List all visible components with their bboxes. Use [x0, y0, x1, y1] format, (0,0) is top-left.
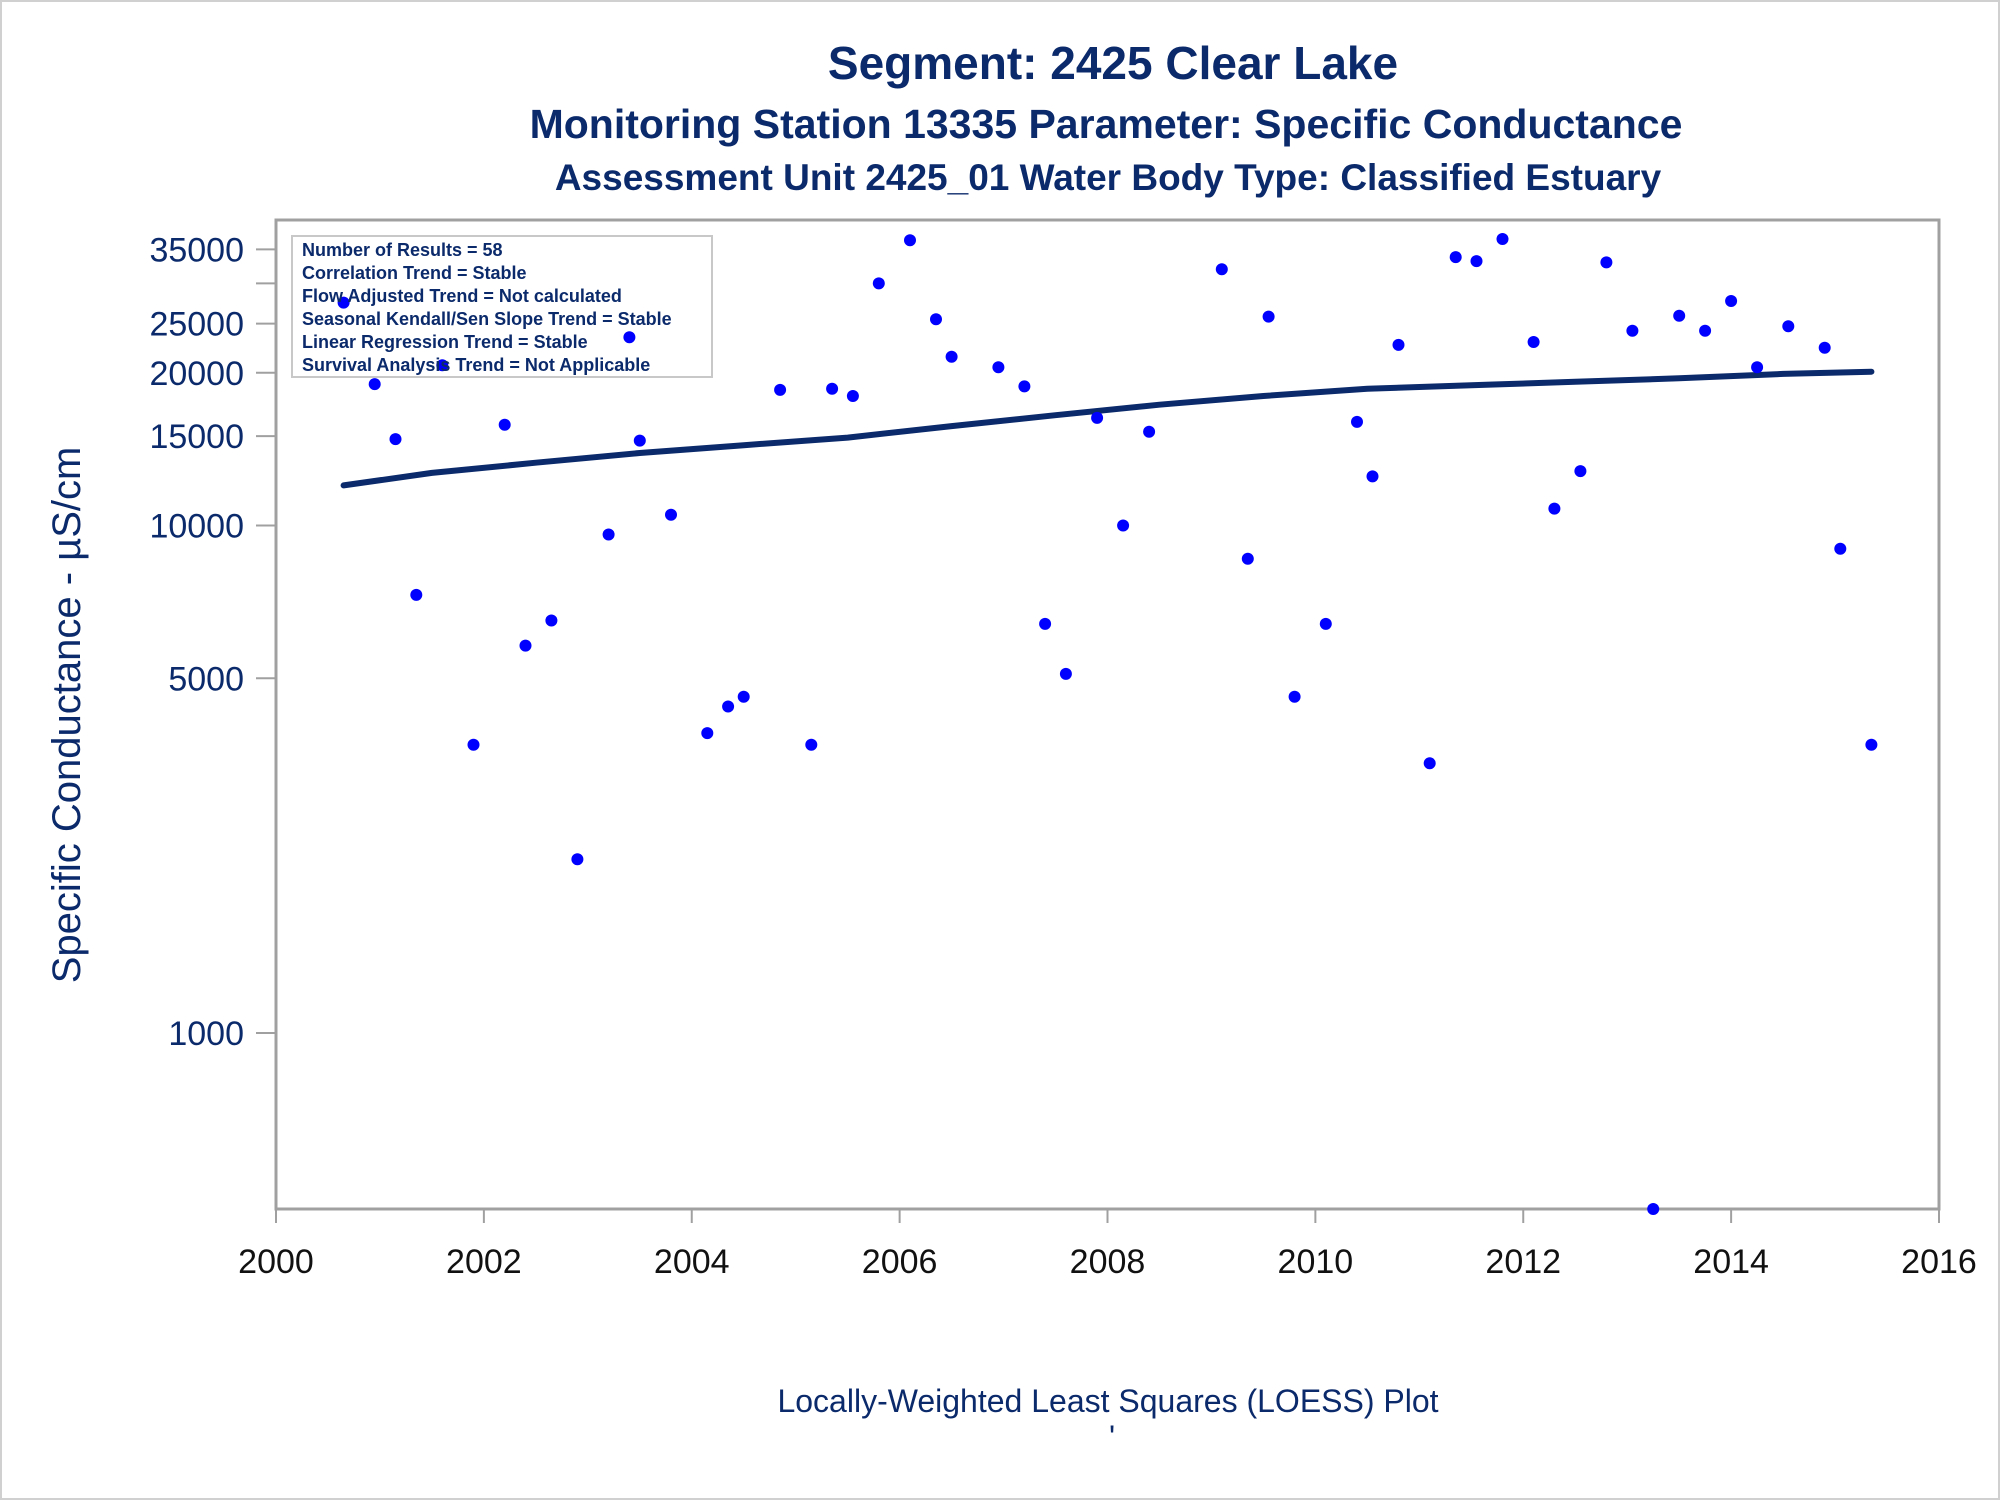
data-point	[1600, 256, 1613, 269]
loess-trend-line	[340, 368, 1875, 489]
data-point	[1496, 233, 1509, 245]
y-tick-label: 10000	[149, 508, 244, 546]
y-tick-label: 5000	[168, 660, 244, 698]
x-tick-label: 2008	[1070, 1243, 1146, 1281]
stats-line-linear-regression: Linear Regression Trend = Stable	[302, 332, 588, 352]
data-point	[498, 418, 511, 431]
data-point	[1818, 341, 1831, 354]
data-point	[1039, 617, 1052, 630]
data-point	[904, 234, 916, 247]
data-point	[1215, 263, 1228, 276]
x-tick-label: 2000	[238, 1243, 314, 1281]
stats-line-correlation: Correlation Trend = Stable	[302, 263, 527, 283]
data-point	[846, 390, 859, 402]
data-point	[945, 350, 958, 363]
data-point	[467, 738, 480, 751]
data-point	[337, 296, 350, 309]
data-point	[774, 383, 787, 396]
y-tick-label: 1000	[168, 1015, 244, 1053]
x-tick-label: 2006	[862, 1243, 938, 1281]
data-point	[1059, 667, 1072, 680]
y-axis-label: Specific Conductance - µS/cm	[45, 447, 89, 984]
data-point	[519, 639, 532, 652]
data-point	[1527, 336, 1540, 348]
stats-box-border	[291, 235, 713, 378]
data-point	[1647, 1203, 1660, 1215]
chart-subtitle: Monitoring Station 13335 Parameter: Spec…	[530, 101, 1683, 147]
data-point	[1834, 542, 1847, 555]
data-point	[1366, 470, 1379, 483]
data-point	[1725, 295, 1738, 307]
data-point	[1423, 757, 1436, 770]
data-point	[805, 738, 818, 751]
y-tick-label: 15000	[149, 418, 244, 456]
loess-trend-layer	[340, 368, 1875, 489]
data-point	[1449, 251, 1462, 264]
y-tick-label: 20000	[149, 355, 244, 393]
data-point	[545, 614, 558, 627]
x-axis: 2000 2002 2004 2006 2008 2010 2012 2014 2016	[238, 1209, 1977, 1281]
plot-area	[274, 218, 1941, 1211]
y-tick-label: 25000	[149, 306, 244, 344]
data-point	[1018, 380, 1031, 393]
data-point	[1288, 690, 1301, 703]
data-point	[1574, 465, 1587, 478]
data-point	[930, 313, 942, 326]
x-tick-label: 2004	[654, 1243, 730, 1281]
x-tick-label: 2002	[446, 1243, 522, 1281]
data-point	[1782, 320, 1795, 333]
chart-title: Segment: 2425 Clear Lake	[828, 37, 1398, 89]
stats-line-survival-analysis: Survival Analysis Trend = Not Applicable	[302, 355, 650, 375]
data-point	[1392, 338, 1405, 351]
data-point	[1865, 738, 1878, 751]
data-point	[1117, 519, 1130, 532]
data-point	[1673, 309, 1686, 322]
data-point	[1262, 310, 1275, 323]
y-axis: 1000 5000 10000 15000 20000 25000 35000	[149, 231, 276, 1053]
data-point	[1626, 324, 1639, 337]
data-point	[701, 727, 714, 740]
data-point	[1699, 324, 1712, 337]
stats-line-flow-adjusted: Flow Adjusted Trend = Not calculated	[302, 286, 622, 306]
data-point	[722, 700, 735, 713]
stats-line-seasonal-kendall: Seasonal Kendall/Sen Slope Trend = Stabl…	[302, 309, 672, 329]
data-point	[571, 853, 584, 866]
stats-box: Number of Results = 58 Correlation Trend…	[291, 235, 713, 378]
data-point	[665, 508, 677, 521]
data-point	[389, 433, 402, 446]
data-point	[826, 382, 839, 395]
data-points-layer	[337, 233, 1878, 1215]
data-point	[623, 331, 636, 344]
data-point	[368, 378, 381, 391]
x-tick-label: 2016	[1901, 1243, 1977, 1281]
x-tick-label: 2014	[1693, 1243, 1769, 1281]
data-point	[992, 361, 1005, 374]
data-point	[1319, 617, 1332, 630]
data-point	[1548, 502, 1561, 515]
data-point	[1470, 255, 1483, 268]
data-point	[410, 588, 423, 601]
data-point	[436, 359, 449, 372]
data-point	[633, 434, 646, 447]
chart-subtitle-2: Assessment Unit 2425_01 Water Body Type:…	[555, 157, 1662, 198]
data-point	[1091, 411, 1104, 424]
footnote-mark: '	[1109, 1419, 1115, 1455]
data-point	[1241, 552, 1254, 565]
data-point	[1143, 425, 1156, 438]
data-point	[1351, 415, 1363, 428]
data-point	[737, 690, 750, 703]
x-tick-label: 2012	[1485, 1243, 1561, 1281]
footnote: Locally-Weighted Least Squares (LOESS) P…	[777, 1383, 1438, 1419]
data-point	[872, 277, 885, 290]
x-tick-label: 2010	[1278, 1243, 1354, 1281]
stats-line-count: Number of Results = 58	[302, 240, 503, 260]
data-point	[602, 528, 615, 541]
data-point	[1751, 361, 1764, 374]
y-tick-label: 35000	[149, 231, 244, 269]
